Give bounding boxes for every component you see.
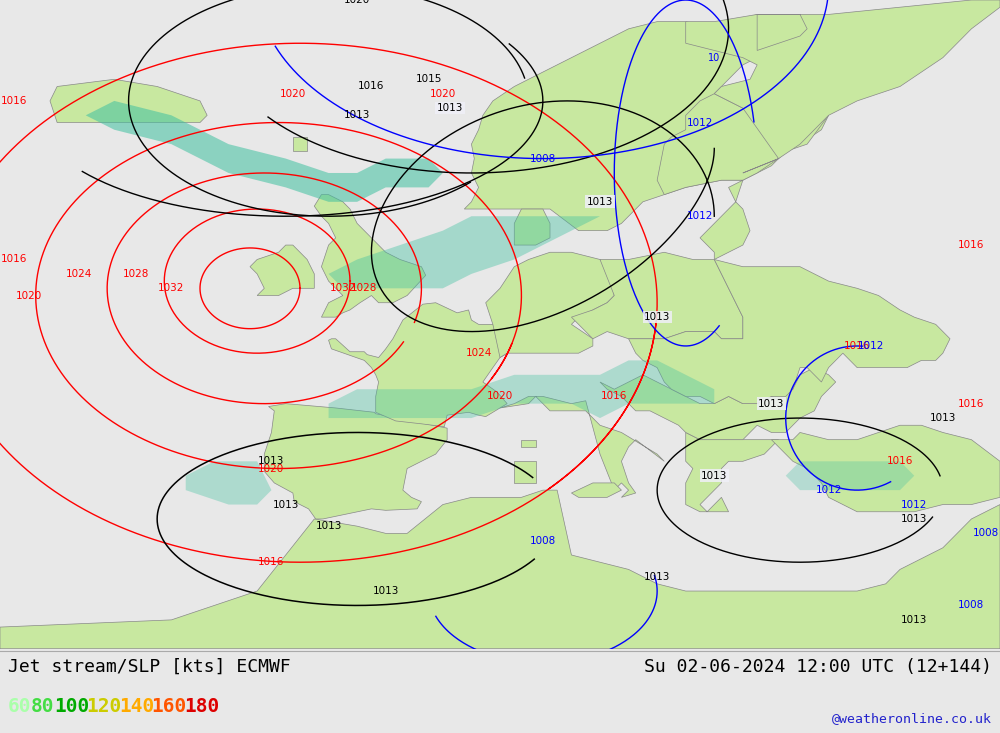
Polygon shape: [786, 461, 914, 490]
Text: 60: 60: [8, 697, 32, 716]
Polygon shape: [250, 245, 314, 295]
Text: 1013: 1013: [901, 615, 927, 625]
Text: 1013: 1013: [258, 457, 285, 466]
Polygon shape: [329, 361, 714, 418]
Polygon shape: [329, 216, 600, 288]
Text: 1013: 1013: [373, 586, 399, 596]
Polygon shape: [571, 483, 621, 497]
Text: 1013: 1013: [437, 103, 463, 113]
Text: 1013: 1013: [587, 197, 613, 207]
Text: 1013: 1013: [644, 312, 670, 322]
Text: 1013: 1013: [901, 514, 927, 524]
Polygon shape: [293, 137, 307, 151]
Polygon shape: [771, 425, 1000, 512]
Text: 1016: 1016: [958, 399, 985, 408]
Text: 10: 10: [708, 53, 720, 62]
Text: 1020: 1020: [15, 290, 42, 301]
Text: 140: 140: [119, 697, 154, 716]
Text: 1028: 1028: [351, 284, 377, 293]
Text: 1032: 1032: [330, 284, 356, 293]
Text: 1020: 1020: [258, 463, 285, 474]
Text: 1013: 1013: [758, 399, 785, 408]
Polygon shape: [571, 252, 743, 339]
Polygon shape: [186, 461, 271, 504]
Polygon shape: [50, 79, 207, 122]
Text: 1028: 1028: [123, 269, 149, 279]
Polygon shape: [486, 252, 614, 358]
Text: 1016: 1016: [1, 254, 27, 265]
Text: 1016: 1016: [358, 81, 385, 92]
Polygon shape: [514, 461, 536, 483]
Text: 100: 100: [54, 697, 89, 716]
Text: 1008: 1008: [958, 600, 985, 611]
Text: 1024: 1024: [465, 348, 492, 358]
Text: 1032: 1032: [158, 284, 185, 293]
Text: 1013: 1013: [701, 471, 727, 481]
Text: 180: 180: [184, 697, 219, 716]
Text: 1013: 1013: [315, 521, 342, 531]
Text: 1012: 1012: [687, 211, 713, 221]
Text: 80: 80: [31, 697, 54, 716]
Polygon shape: [464, 15, 829, 231]
Text: 1015: 1015: [415, 74, 442, 84]
Text: 1020: 1020: [344, 0, 370, 5]
Text: 1008: 1008: [973, 528, 999, 538]
Text: 1008: 1008: [530, 536, 556, 545]
Text: 160: 160: [152, 697, 187, 716]
Polygon shape: [500, 397, 664, 497]
Polygon shape: [314, 194, 426, 317]
Polygon shape: [629, 259, 950, 404]
Polygon shape: [514, 209, 550, 245]
Text: 1016: 1016: [844, 341, 870, 351]
Text: 1020: 1020: [280, 89, 306, 99]
Polygon shape: [657, 94, 829, 259]
Text: 1016: 1016: [601, 391, 627, 402]
Polygon shape: [521, 440, 536, 447]
Text: 1012: 1012: [815, 485, 842, 495]
Polygon shape: [600, 367, 836, 440]
Text: 1013: 1013: [344, 111, 370, 120]
Text: 1020: 1020: [430, 89, 456, 99]
Text: 1020: 1020: [487, 391, 513, 402]
Text: Jet stream/SLP [kts] ECMWF: Jet stream/SLP [kts] ECMWF: [8, 658, 291, 676]
Text: 120: 120: [87, 697, 122, 716]
Text: 1024: 1024: [65, 269, 92, 279]
Polygon shape: [686, 432, 779, 512]
Text: 1016: 1016: [887, 457, 913, 466]
Text: 1016: 1016: [258, 557, 285, 567]
Polygon shape: [0, 490, 1000, 649]
Text: 1012: 1012: [858, 341, 885, 351]
Text: 1016: 1016: [1, 96, 27, 106]
Text: 1008: 1008: [530, 154, 556, 163]
Polygon shape: [686, 0, 1000, 173]
Text: 1012: 1012: [687, 117, 713, 128]
Text: @weatheronline.co.uk: @weatheronline.co.uk: [832, 712, 992, 725]
Text: 1013: 1013: [273, 500, 299, 509]
Text: 1013: 1013: [930, 413, 956, 423]
Polygon shape: [264, 404, 447, 519]
Text: 1013: 1013: [644, 572, 670, 581]
Text: 1012: 1012: [901, 500, 927, 509]
Text: 1016: 1016: [958, 240, 985, 250]
Polygon shape: [329, 303, 511, 427]
Polygon shape: [86, 101, 443, 202]
Text: Su 02-06-2024 12:00 UTC (12+144): Su 02-06-2024 12:00 UTC (12+144): [644, 658, 992, 676]
